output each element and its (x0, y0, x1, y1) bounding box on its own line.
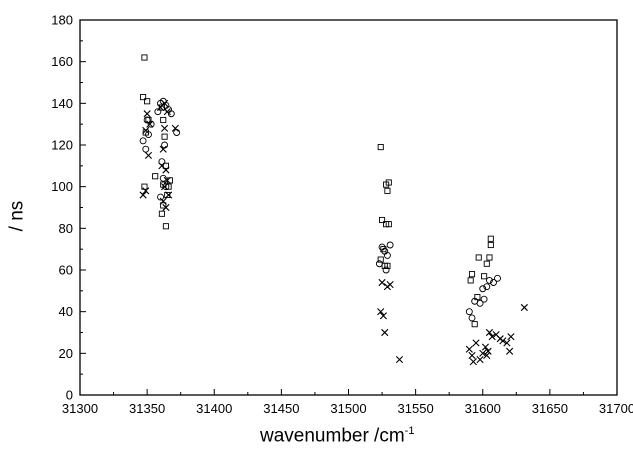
cross-point (160, 146, 166, 152)
square-point (488, 242, 493, 247)
square-point (487, 255, 492, 260)
circle-point (469, 315, 475, 321)
y-tick-label: 180 (51, 13, 73, 28)
data-points (140, 55, 528, 365)
cross-point (477, 356, 483, 362)
cross-point (144, 111, 150, 117)
x-axis-label-wrap: wavenumber /cm-1 (260, 425, 414, 447)
square-point (142, 55, 147, 60)
cross-point (466, 346, 472, 352)
cross-point (387, 281, 393, 287)
y-tick-label: 0 (66, 388, 73, 403)
circle-point (387, 242, 393, 248)
x-axis-label-superscript: -1 (405, 425, 415, 437)
cross-point (382, 329, 388, 335)
y-tick-label: 20 (59, 346, 73, 361)
x-tick-label: 31500 (330, 401, 366, 416)
square-point (142, 184, 147, 189)
cross-point (396, 356, 402, 362)
cross-point (172, 125, 178, 131)
circle-point (140, 138, 146, 144)
cross-point (508, 333, 514, 339)
cross-point (161, 125, 167, 131)
square-point (469, 272, 474, 277)
square-point (385, 188, 390, 193)
square-point (481, 274, 486, 279)
y-axis-label: / ns (6, 201, 28, 232)
y-tick-label: 100 (51, 179, 73, 194)
square-point (472, 322, 477, 327)
axis-ticks: 31300 31350 31400 31450 31500 31550 31600 31650… (51, 13, 633, 417)
square-point (468, 278, 473, 283)
circle-point (383, 267, 389, 273)
square-point (378, 144, 383, 149)
cross-point (469, 352, 475, 358)
circle-point (481, 296, 487, 302)
y-axis-label-wrap: / ns (2, 205, 42, 235)
y-tick-label: 80 (59, 221, 73, 236)
x-tick-label: 31400 (196, 401, 232, 416)
x-tick-label: 31300 (62, 401, 98, 416)
y-tick-label: 60 (59, 263, 73, 278)
square-point (163, 224, 168, 229)
x-tick-label: 31450 (263, 401, 299, 416)
x-tick-label: 31650 (532, 401, 568, 416)
cross-point (159, 163, 165, 169)
circle-point (143, 146, 149, 152)
x-tick-label: 31350 (129, 401, 165, 416)
cross-point (145, 152, 151, 158)
square-point (475, 294, 480, 299)
x-axis-label: wavenumber /cm (260, 425, 405, 446)
square-point (161, 117, 166, 122)
y-tick-label: 120 (51, 138, 73, 153)
cross-point (470, 358, 476, 364)
y-tick-label: 140 (51, 96, 73, 111)
circle-point (376, 261, 382, 267)
square-point (162, 134, 167, 139)
x-tick-label: 31600 (465, 401, 501, 416)
square-point (167, 178, 172, 183)
x-tick-label: 31550 (398, 401, 434, 416)
square-point (153, 174, 158, 179)
square-point (484, 261, 489, 266)
y-tick-label: 40 (59, 304, 73, 319)
cross-point (473, 340, 479, 346)
square-point (488, 236, 493, 241)
square-point (159, 211, 164, 216)
circle-point (466, 309, 472, 315)
cross-point (521, 304, 527, 310)
square-point (476, 255, 481, 260)
y-tick-label: 160 (51, 54, 73, 69)
cross-point (379, 279, 385, 285)
cross-point (506, 348, 512, 354)
x-tick-label: 31700 (599, 401, 633, 416)
